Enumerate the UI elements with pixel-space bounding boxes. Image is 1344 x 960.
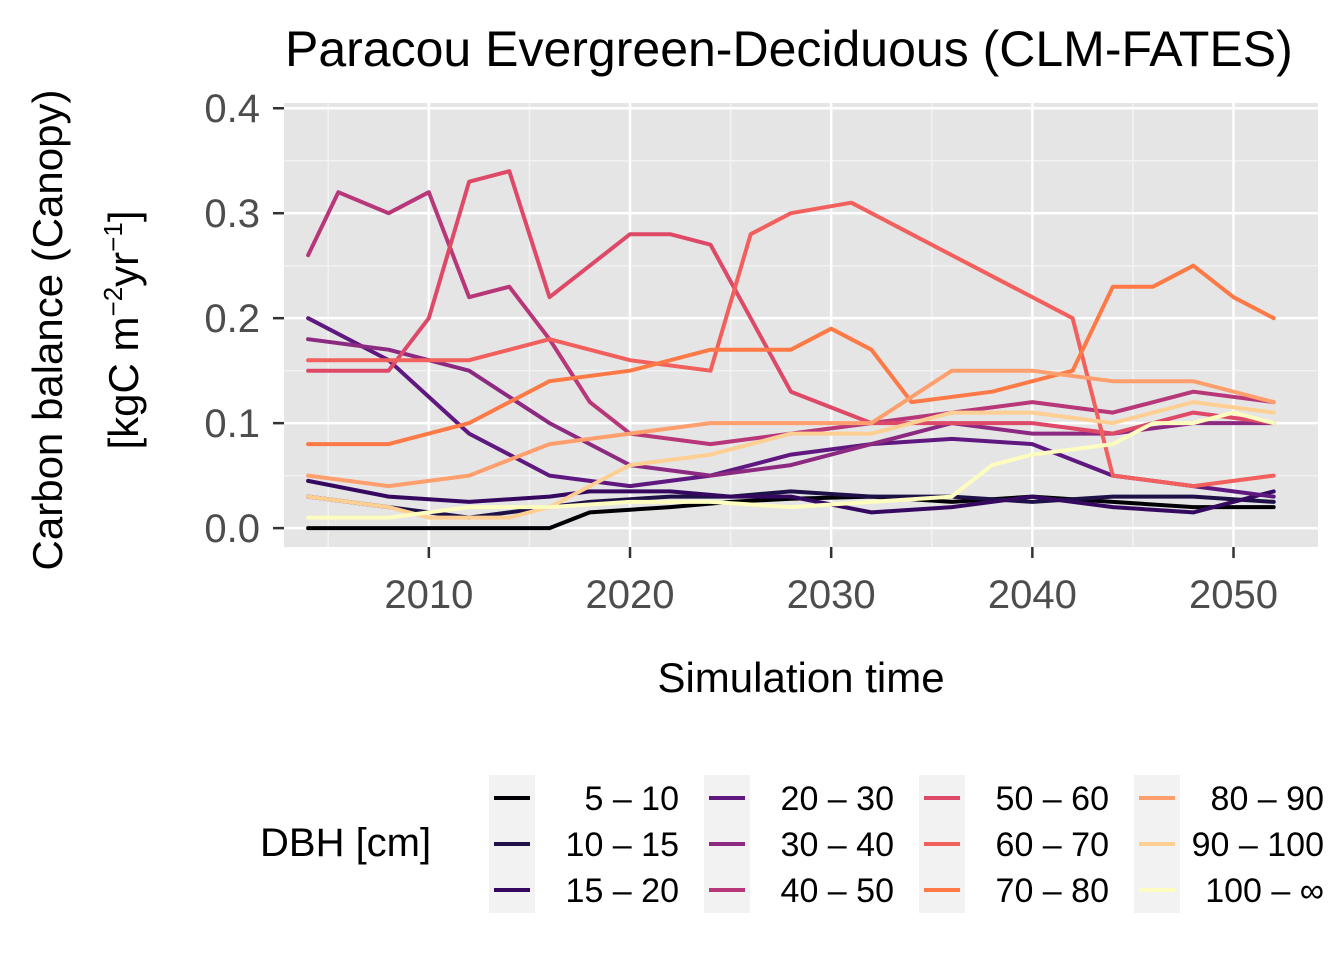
- legend-label: 100 – ∞: [1205, 872, 1324, 910]
- legend-item: 10 – 15: [489, 821, 679, 867]
- legend-label: 60 – 70: [996, 826, 1109, 864]
- y-axis-unit-sup-2: −1: [98, 222, 128, 252]
- legend-label: 90 – 100: [1192, 826, 1324, 864]
- legend-item: 5 – 10: [489, 775, 679, 821]
- legend-label: 5 – 10: [584, 780, 679, 818]
- x-axis-title: Simulation time: [657, 654, 944, 701]
- series-line: [306, 263, 1276, 447]
- legend-item: 90 – 100: [1134, 821, 1324, 867]
- legend-item: 40 – 50: [704, 867, 894, 913]
- legend-item: 30 – 40: [704, 821, 894, 867]
- x-tick-label: 2050: [1189, 573, 1278, 617]
- legend-label: 15 – 20: [566, 872, 679, 910]
- y-axis-unit-suffix: ]: [100, 211, 147, 223]
- y-tick-label: 0.2: [204, 297, 260, 341]
- axes: 2010 2020 2030 2040 2050 0.0 0.1 0.2 0.3 0.4: [204, 87, 1278, 617]
- series-lines: [306, 169, 1276, 531]
- y-axis-unit-sup-1: −2: [98, 287, 128, 317]
- series-line: [306, 368, 1276, 489]
- legend-label: 70 – 80: [996, 872, 1109, 910]
- series-line: [306, 494, 1276, 531]
- x-tick-label: 2040: [988, 573, 1077, 617]
- legend-label: 50 – 60: [996, 780, 1109, 818]
- chart-title: Paracou Evergreen-Deciduous (CLM-FATES): [285, 21, 1293, 77]
- series-line: [306, 478, 1276, 515]
- y-axis-unit-mid: yr: [100, 252, 147, 287]
- y-tick-label: 0.3: [204, 192, 260, 236]
- legend-label: 20 – 30: [781, 780, 894, 818]
- legend-item: 15 – 20: [489, 867, 679, 913]
- legend-title: DBH [cm]: [260, 821, 431, 865]
- x-tick-label: 2020: [586, 573, 675, 617]
- series-line: [306, 169, 1276, 436]
- x-tick-label: 2010: [384, 573, 473, 617]
- legend-item: 70 – 80: [919, 867, 1109, 913]
- series-line: [306, 410, 1276, 520]
- x-tick-label: 2030: [787, 573, 876, 617]
- y-axis-unit-prefix: [kgC m: [100, 316, 147, 449]
- y-axis-title-line-1: Carbon balance (Canopy): [24, 90, 71, 571]
- y-tick-label: 0.1: [204, 402, 260, 446]
- y-tick-label: 0.4: [204, 87, 260, 131]
- legend-item: 60 – 70: [919, 821, 1109, 867]
- y-axis-title-line-2: [kgC m−2yr−1]: [98, 211, 147, 450]
- series-line: [306, 400, 1276, 520]
- legend: 5 – 10 10 – 15 15 – 20 20 – 30 30 – 40 40 – 5…: [489, 775, 1324, 913]
- legend-label: 10 – 15: [566, 826, 679, 864]
- legend-item: 20 – 30: [704, 775, 894, 821]
- legend-item: 50 – 60: [919, 775, 1109, 821]
- y-tick-label: 0.0: [204, 507, 260, 551]
- y-axis-title: Carbon balance (Canopy) [kgC m−2yr−1]: [24, 90, 147, 571]
- legend-item: 100 – ∞: [1134, 867, 1324, 913]
- legend-item: 80 – 90: [1134, 775, 1324, 821]
- legend-label: 30 – 40: [781, 826, 894, 864]
- legend-label: 80 – 90: [1211, 780, 1324, 818]
- legend-label: 40 – 50: [781, 872, 894, 910]
- plot-panel: [284, 103, 1318, 547]
